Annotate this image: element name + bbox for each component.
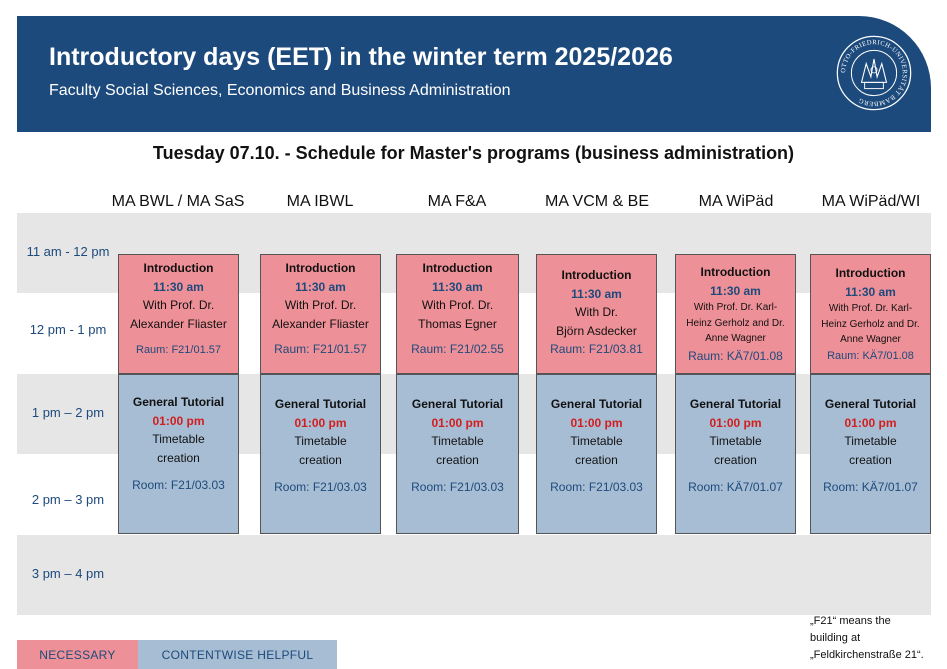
time-label-3pm: 3 pm – 4 pm (31, 566, 105, 581)
card-host-name: Björn Asdecker (556, 323, 637, 338)
card-title: General Tutorial (411, 397, 504, 411)
page-subtitle: Faculty Social Sciences, Economics and B… (49, 82, 511, 99)
card-description: Timetable (570, 434, 623, 449)
card-room: Raum: F21/01.57 (274, 342, 367, 357)
card-description: creation (575, 452, 618, 467)
card-room: Raum: F21/01.57 (136, 344, 221, 357)
tutorial-card: General Tutorial 01:00 pm Timetable crea… (396, 374, 519, 534)
card-host: With Dr. (575, 305, 618, 320)
card-host: With Prof. Dr. (284, 298, 357, 313)
card-time: 01:00 pm (570, 415, 623, 430)
time-label-11am: 11 am - 12 pm (26, 244, 110, 259)
card-description: Timetable (294, 434, 347, 449)
card-room: Raum: F21/03.81 (550, 342, 643, 357)
introduction-card: Introduction 11:30 am With Dr. Björn Asd… (536, 254, 657, 374)
program-header-vcm-be: MA VCM & BE (544, 193, 650, 210)
page-title: Introductory days (EET) in the winter te… (49, 43, 673, 71)
tutorial-card: General Tutorial 01:00 pm Timetable crea… (675, 374, 796, 534)
card-host: With Prof. Dr. (142, 298, 215, 313)
time-label-12pm: 12 pm - 1 pm (29, 322, 107, 337)
card-time: 01:00 pm (709, 415, 762, 430)
card-description: creation (849, 452, 892, 467)
time-label-1pm: 1 pm – 2 pm (31, 405, 105, 420)
card-time: 11:30 am (295, 279, 346, 294)
card-host-name: Anne Wagner (840, 334, 901, 346)
program-header-wipaed-wi: MA WiPäd/WI (821, 193, 921, 210)
card-host: With Prof. Dr. Karl- (828, 303, 913, 315)
card-host: With Prof. Dr. Karl- (693, 302, 778, 314)
card-room: Room: KÄ7/01.07 (688, 480, 783, 495)
card-room: Room: F21/03.03 (550, 480, 643, 495)
card-title: General Tutorial (824, 397, 917, 411)
card-title: General Tutorial (132, 395, 225, 409)
program-header-ibwl: MA IBWL (286, 193, 354, 210)
card-room: Raum: KÄ7/01.08 (688, 348, 783, 363)
card-description: creation (714, 452, 757, 467)
legend-necessary: NECESSARY (17, 640, 138, 669)
card-room: Raum: KÄ7/01.08 (827, 349, 914, 362)
introduction-card: Introduction 11:30 am With Prof. Dr. Kar… (675, 254, 796, 374)
tutorial-card: General Tutorial 01:00 pm Timetable crea… (810, 374, 931, 534)
card-description: Timetable (152, 432, 205, 447)
introduction-card: Introduction 11:30 am With Prof. Dr. Ale… (260, 254, 381, 374)
card-time: 01:00 pm (431, 415, 484, 430)
card-title: Introduction (561, 268, 632, 282)
card-description: Timetable (844, 434, 897, 449)
header-banner: Introductory days (EET) in the winter te… (17, 16, 931, 132)
time-band (17, 535, 931, 615)
card-host-name: Anne Wagner (705, 333, 766, 345)
legend-helpful: CONTENTWISE HELPFUL (138, 640, 337, 669)
schedule-heading: Tuesday 07.10. - Schedule for Master's p… (152, 143, 795, 163)
card-room: Room: F21/03.03 (274, 480, 367, 495)
card-host-name: Alexander Fliaster (272, 316, 369, 331)
card-description: Timetable (431, 434, 484, 449)
card-title: Introduction (700, 265, 771, 279)
card-room: Room: F21/03.03 (411, 480, 504, 495)
card-title: Introduction (422, 261, 493, 275)
tutorial-card: General Tutorial 01:00 pm Timetable crea… (118, 374, 239, 534)
card-time: 01:00 pm (844, 415, 897, 430)
card-host-name: Thomas Egner (418, 316, 497, 331)
program-header-wipaed: MA WiPäd (698, 193, 774, 210)
time-label-2pm: 2 pm – 3 pm (31, 492, 105, 507)
card-title: General Tutorial (689, 397, 782, 411)
card-title: Introduction (143, 261, 214, 275)
card-time: 11:30 am (710, 283, 761, 298)
card-title: Introduction (835, 266, 906, 280)
tutorial-card: General Tutorial 01:00 pm Timetable crea… (536, 374, 657, 534)
card-title: Introduction (285, 261, 356, 275)
card-time: 11:30 am (845, 284, 896, 299)
card-description: creation (157, 450, 200, 465)
card-host-name: Alexander Fliaster (130, 316, 227, 331)
card-title: General Tutorial (550, 397, 643, 411)
card-time: 11:30 am (432, 279, 483, 294)
university-seal-icon: OTTO-FRIEDRICH-UNIVERSITÄT BAMBERG (836, 35, 912, 111)
footnote-line: „F21“ means the (810, 615, 891, 627)
footnote-line: „Feldkirchenstraße 21“. (810, 649, 924, 662)
card-time: 11:30 am (153, 279, 204, 294)
card-room: Raum: F21/02.55 (411, 342, 504, 357)
card-time: 01:00 pm (294, 415, 347, 430)
introduction-card: Introduction 11:30 am With Prof. Dr. Kar… (810, 254, 931, 374)
introduction-card: Introduction 11:30 am With Prof. Dr. Tho… (396, 254, 519, 374)
footnote: „F21“ means the building at „Feldkirchen… (810, 613, 924, 664)
program-header-fa: MA F&A (427, 193, 487, 210)
card-host-name: Heinz Gerholz and Dr. (821, 318, 920, 330)
card-time: 11:30 am (571, 286, 622, 301)
card-description: creation (436, 452, 479, 467)
card-description: creation (299, 452, 342, 467)
card-title: General Tutorial (274, 397, 367, 411)
card-room: Room: F21/03.03 (132, 478, 225, 493)
tutorial-card: General Tutorial 01:00 pm Timetable crea… (260, 374, 381, 534)
card-time: 01:00 pm (152, 413, 205, 428)
card-description: Timetable (709, 434, 762, 449)
footnote-line: building at (810, 632, 861, 645)
card-room: Room: KÄ7/01.07 (823, 480, 918, 495)
card-host: With Prof. Dr. (421, 298, 494, 313)
card-host-name: Heinz Gerholz and Dr. (686, 317, 785, 329)
program-header-bwl-sas: MA BWL / MA SaS (111, 193, 245, 210)
introduction-card: Introduction 11:30 am With Prof. Dr. Ale… (118, 254, 239, 374)
